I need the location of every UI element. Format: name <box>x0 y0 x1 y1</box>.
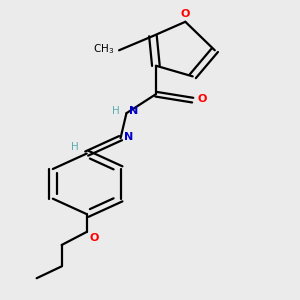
Text: H: H <box>112 106 120 116</box>
Text: O: O <box>89 232 98 243</box>
Text: CH$_3$: CH$_3$ <box>94 42 115 56</box>
Text: O: O <box>197 94 206 104</box>
Text: O: O <box>181 9 190 20</box>
Text: N: N <box>129 106 139 116</box>
Text: H: H <box>71 142 79 152</box>
Text: N: N <box>124 132 133 142</box>
